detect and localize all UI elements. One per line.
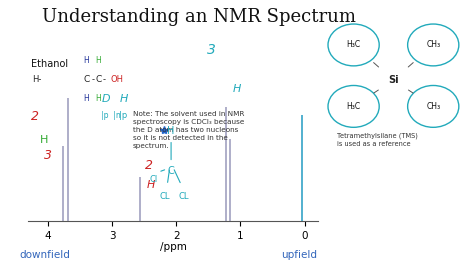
Text: H-: H-	[32, 75, 41, 84]
Text: OH: OH	[111, 75, 124, 84]
Text: 3: 3	[44, 149, 52, 163]
X-axis label: /ppm: /ppm	[160, 242, 186, 252]
Text: Understanding an NMR Spectrum: Understanding an NMR Spectrum	[42, 8, 356, 26]
Text: H₃C: H₃C	[346, 102, 361, 111]
Text: Si: Si	[388, 75, 399, 85]
Text: upfield: upfield	[282, 250, 318, 260]
Text: D: D	[101, 94, 110, 104]
Text: H: H	[83, 94, 89, 103]
Text: Note: The solvent used in NMR
spectroscopy is CDCl₃ because
the D atom has two n: Note: The solvent used in NMR spectrosco…	[133, 111, 244, 148]
Text: H₃C: H₃C	[346, 40, 361, 49]
Text: Cl: Cl	[150, 175, 158, 184]
Text: H: H	[96, 56, 101, 65]
Text: H: H	[233, 84, 241, 94]
Text: H: H	[167, 126, 175, 136]
Text: H: H	[119, 94, 128, 104]
Text: 2: 2	[145, 159, 153, 172]
Text: CH₃: CH₃	[426, 40, 440, 49]
Text: |p  |n: |p |n	[101, 111, 120, 120]
Text: downfield: downfield	[19, 250, 70, 260]
Text: |p: |p	[119, 111, 128, 120]
Text: -: -	[103, 75, 106, 84]
Text: C: C	[83, 75, 90, 84]
Text: CH₃: CH₃	[426, 102, 440, 111]
Text: CL: CL	[179, 192, 189, 201]
Text: -: -	[91, 75, 94, 84]
Text: C: C	[168, 166, 174, 176]
Text: H: H	[40, 135, 49, 145]
Text: CL: CL	[159, 192, 170, 201]
Text: Ethanol: Ethanol	[31, 59, 68, 69]
Text: Tetramethylsilane (TMS)
is used as a reference: Tetramethylsilane (TMS) is used as a ref…	[337, 133, 418, 147]
Text: C: C	[95, 75, 101, 84]
Text: H: H	[83, 56, 89, 65]
Text: 3: 3	[207, 43, 216, 57]
Text: 2: 2	[31, 110, 39, 123]
Text: H: H	[96, 94, 101, 103]
Text: H: H	[146, 180, 155, 190]
